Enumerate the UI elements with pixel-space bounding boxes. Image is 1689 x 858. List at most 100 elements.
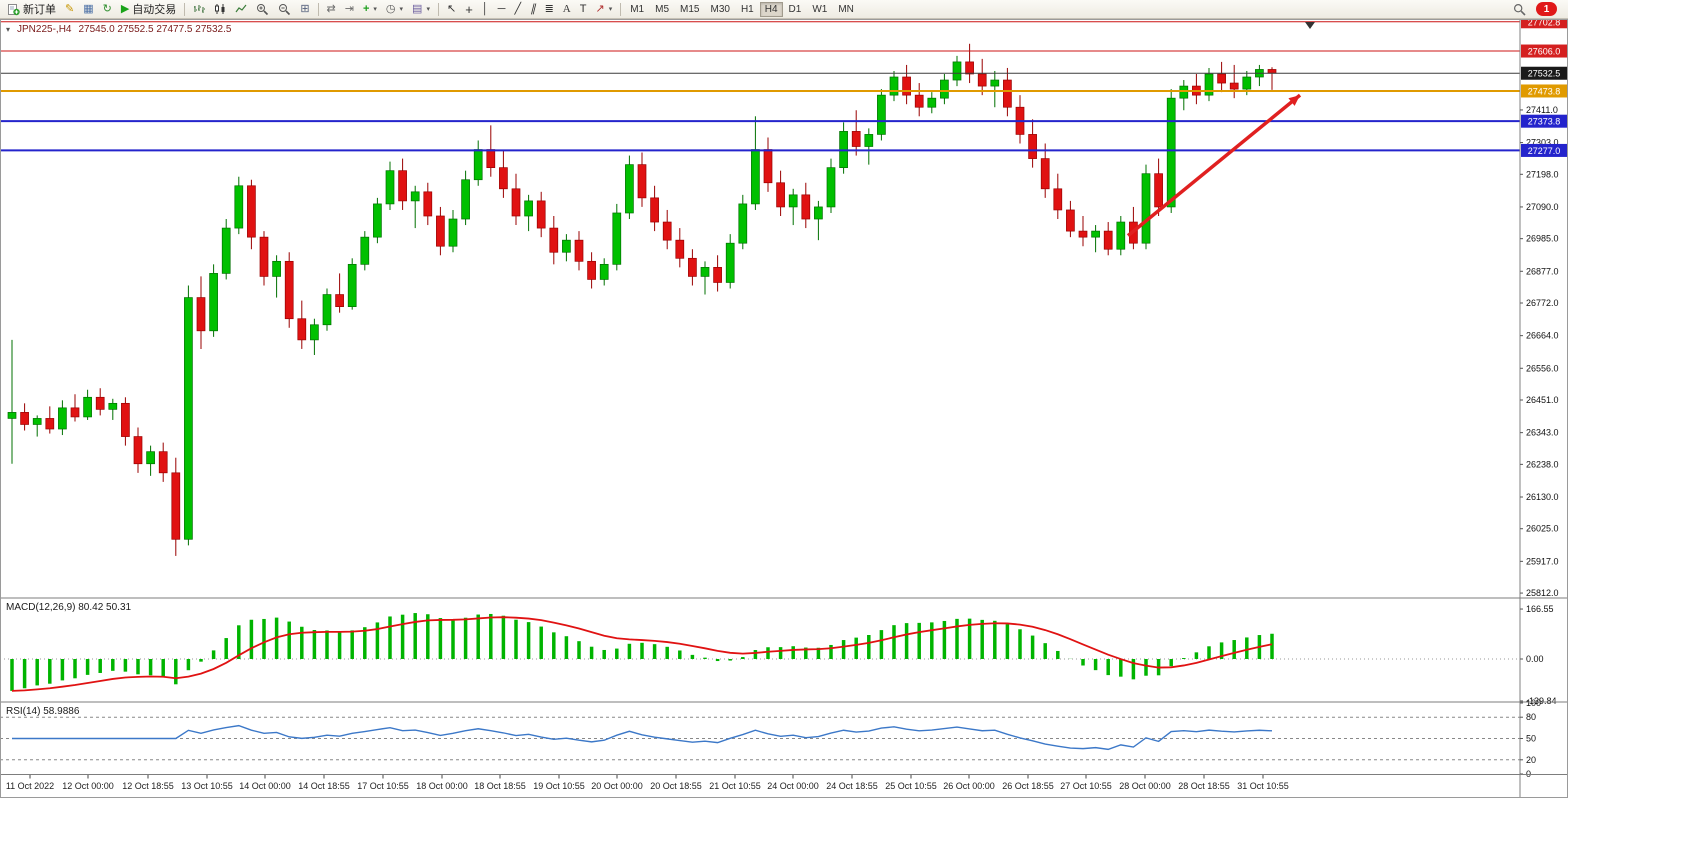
svg-text:26451.0: 26451.0	[1526, 395, 1559, 405]
svg-text:12 Oct 00:00: 12 Oct 00:00	[62, 781, 114, 791]
candlestick-chart-icon	[215, 4, 225, 14]
symbol-ohlc: 27545.0 27552.5 27477.5 27532.5	[78, 24, 232, 35]
svg-text:26238.0: 26238.0	[1526, 459, 1559, 469]
refresh-button[interactable]: ↻	[99, 1, 116, 17]
chart-menu-icon[interactable]: ▾	[6, 25, 11, 34]
auto-trading-button[interactable]: ▶ 自动交易	[117, 1, 180, 17]
horizontal-line-button[interactable]: ─	[494, 1, 510, 17]
new-order-icon	[8, 3, 20, 15]
svg-text:28 Oct 18:55: 28 Oct 18:55	[1178, 781, 1230, 791]
line-chart-button[interactable]	[231, 1, 251, 17]
svg-text:27411.0: 27411.0	[1526, 105, 1558, 115]
auto-scroll-icon: ⇄	[326, 2, 336, 15]
svg-text:27090.0: 27090.0	[1526, 202, 1559, 212]
market-watch-icon: ▦	[83, 2, 94, 15]
caret-icon: ▾	[373, 6, 377, 13]
caret-icon: ▾	[608, 6, 613, 13]
toolbar-separator	[437, 2, 439, 16]
channel-button[interactable]: ∥	[526, 1, 540, 17]
svg-text:27373.8: 27373.8	[1528, 117, 1561, 127]
zoom-out-button[interactable]	[274, 1, 295, 17]
zoom-in-button[interactable]	[252, 1, 273, 17]
candlestick-chart-button[interactable]	[210, 1, 230, 17]
toolbar-separator	[620, 2, 622, 16]
periods-button[interactable]: ◷ ▾	[382, 1, 407, 17]
timeframe-M5[interactable]: M5	[650, 2, 674, 17]
fibonacci-icon: ≣	[544, 2, 554, 15]
svg-text:20 Oct 00:00: 20 Oct 00:00	[591, 781, 643, 791]
line-chart-icon	[235, 4, 247, 13]
arrows-button[interactable]: ↗ ▾	[591, 1, 616, 17]
timeframe-D1[interactable]: D1	[784, 2, 807, 17]
svg-text:13 Oct 10:55: 13 Oct 10:55	[181, 781, 233, 791]
vertical-line-button[interactable]: │	[478, 1, 493, 17]
text-button[interactable]: A	[559, 1, 575, 17]
svg-text:26664.0: 26664.0	[1526, 331, 1559, 341]
chart-shift-button[interactable]: ⇥	[341, 1, 358, 17]
svg-text:26 Oct 18:55: 26 Oct 18:55	[1002, 781, 1054, 791]
indicators-icon: +	[362, 2, 370, 15]
timeframe-M15[interactable]: M15	[675, 2, 704, 17]
auto-scroll-button[interactable]: ⇄	[323, 1, 340, 17]
svg-text:100: 100	[1526, 698, 1541, 708]
chart-window[interactable]: 27411.0 27303.0 27198.0 27090.0 26985.0 26877…	[0, 19, 1568, 798]
svg-text:31 Oct 10:55: 31 Oct 10:55	[1237, 781, 1289, 791]
new-order-label: 新订单	[23, 4, 56, 16]
arrow-tool-icon: ↗	[595, 2, 605, 15]
caret-icon: ▾	[426, 6, 430, 13]
svg-text:26343.0: 26343.0	[1526, 428, 1559, 438]
fibonacci-button[interactable]: ≣	[541, 1, 558, 17]
svg-text:26556.0: 26556.0	[1526, 363, 1559, 373]
notification-badge[interactable]: 1	[1536, 2, 1557, 16]
market-watch-button[interactable]: ▦	[79, 1, 97, 17]
zoom-in-icon	[257, 3, 269, 15]
horizontal-line-icon: ─	[497, 2, 506, 15]
templates-button[interactable]: ▤ ▾	[408, 1, 434, 17]
label-button[interactable]: T	[576, 1, 591, 17]
timeframe-M1[interactable]: M1	[625, 2, 649, 17]
svg-text:26877.0: 26877.0	[1526, 266, 1559, 276]
svg-text:14 Oct 18:55: 14 Oct 18:55	[298, 781, 350, 791]
timeframe-H1[interactable]: H1	[736, 2, 759, 17]
svg-text:26772.0: 26772.0	[1526, 298, 1559, 308]
tile-windows-button[interactable]: ⊞	[296, 1, 313, 17]
svg-text:25 Oct 10:55: 25 Oct 10:55	[885, 781, 937, 791]
channel-icon: ∥	[530, 2, 536, 15]
trendline-icon: ╱	[514, 2, 522, 15]
svg-text:24 Oct 00:00: 24 Oct 00:00	[767, 781, 819, 791]
svg-text:26985.0: 26985.0	[1526, 234, 1559, 244]
timeframe-H4[interactable]: H4	[759, 1, 783, 17]
svg-text:19 Oct 10:55: 19 Oct 10:55	[533, 781, 585, 791]
zoom-out-icon	[279, 3, 291, 15]
templates-icon: ▤	[412, 2, 423, 15]
auto-trading-label: 自动交易	[132, 4, 177, 16]
svg-text:18 Oct 00:00: 18 Oct 00:00	[416, 781, 468, 791]
timeframe-W1[interactable]: W1	[807, 2, 832, 17]
text-icon: A	[562, 2, 571, 15]
symbol-title: JPN225-,H4	[17, 24, 72, 35]
svg-text:28 Oct 00:00: 28 Oct 00:00	[1119, 781, 1171, 791]
chart-shift-icon: ⇥	[344, 2, 354, 15]
new-order-button[interactable]: 新订单	[3, 1, 60, 17]
cursor-button[interactable]: ↖	[443, 1, 460, 17]
svg-text:25917.0: 25917.0	[1526, 556, 1559, 566]
toolbar-separator	[184, 2, 186, 16]
rsi-label: RSI(14) 58.9886	[6, 706, 80, 717]
svg-text:27 Oct 10:55: 27 Oct 10:55	[1060, 781, 1112, 791]
svg-text:27606.0: 27606.0	[1528, 47, 1561, 57]
indicators-button[interactable]: + ▾	[359, 1, 381, 17]
macd-label: MACD(12,26,9) 80.42 50.31	[6, 602, 132, 613]
timeframe-MN[interactable]: MN	[833, 2, 859, 17]
timeframe-M30[interactable]: M30	[705, 2, 734, 17]
search-button[interactable]	[1509, 1, 1530, 17]
bar-chart-icon	[194, 5, 206, 13]
bar-chart-button[interactable]	[189, 1, 209, 17]
svg-text:26130.0: 26130.0	[1526, 492, 1559, 502]
chart-canvas[interactable]: 27411.0 27303.0 27198.0 27090.0 26985.0 26877…	[0, 19, 1568, 798]
metaeditor-button[interactable]: ✎	[61, 1, 78, 17]
svg-text:26 Oct 00:00: 26 Oct 00:00	[943, 781, 995, 791]
svg-text:27702.8: 27702.8	[1528, 19, 1561, 27]
trendline-button[interactable]: ╱	[510, 1, 525, 17]
crosshair-button[interactable]: +	[461, 1, 477, 17]
svg-text:14 Oct 00:00: 14 Oct 00:00	[239, 781, 291, 791]
